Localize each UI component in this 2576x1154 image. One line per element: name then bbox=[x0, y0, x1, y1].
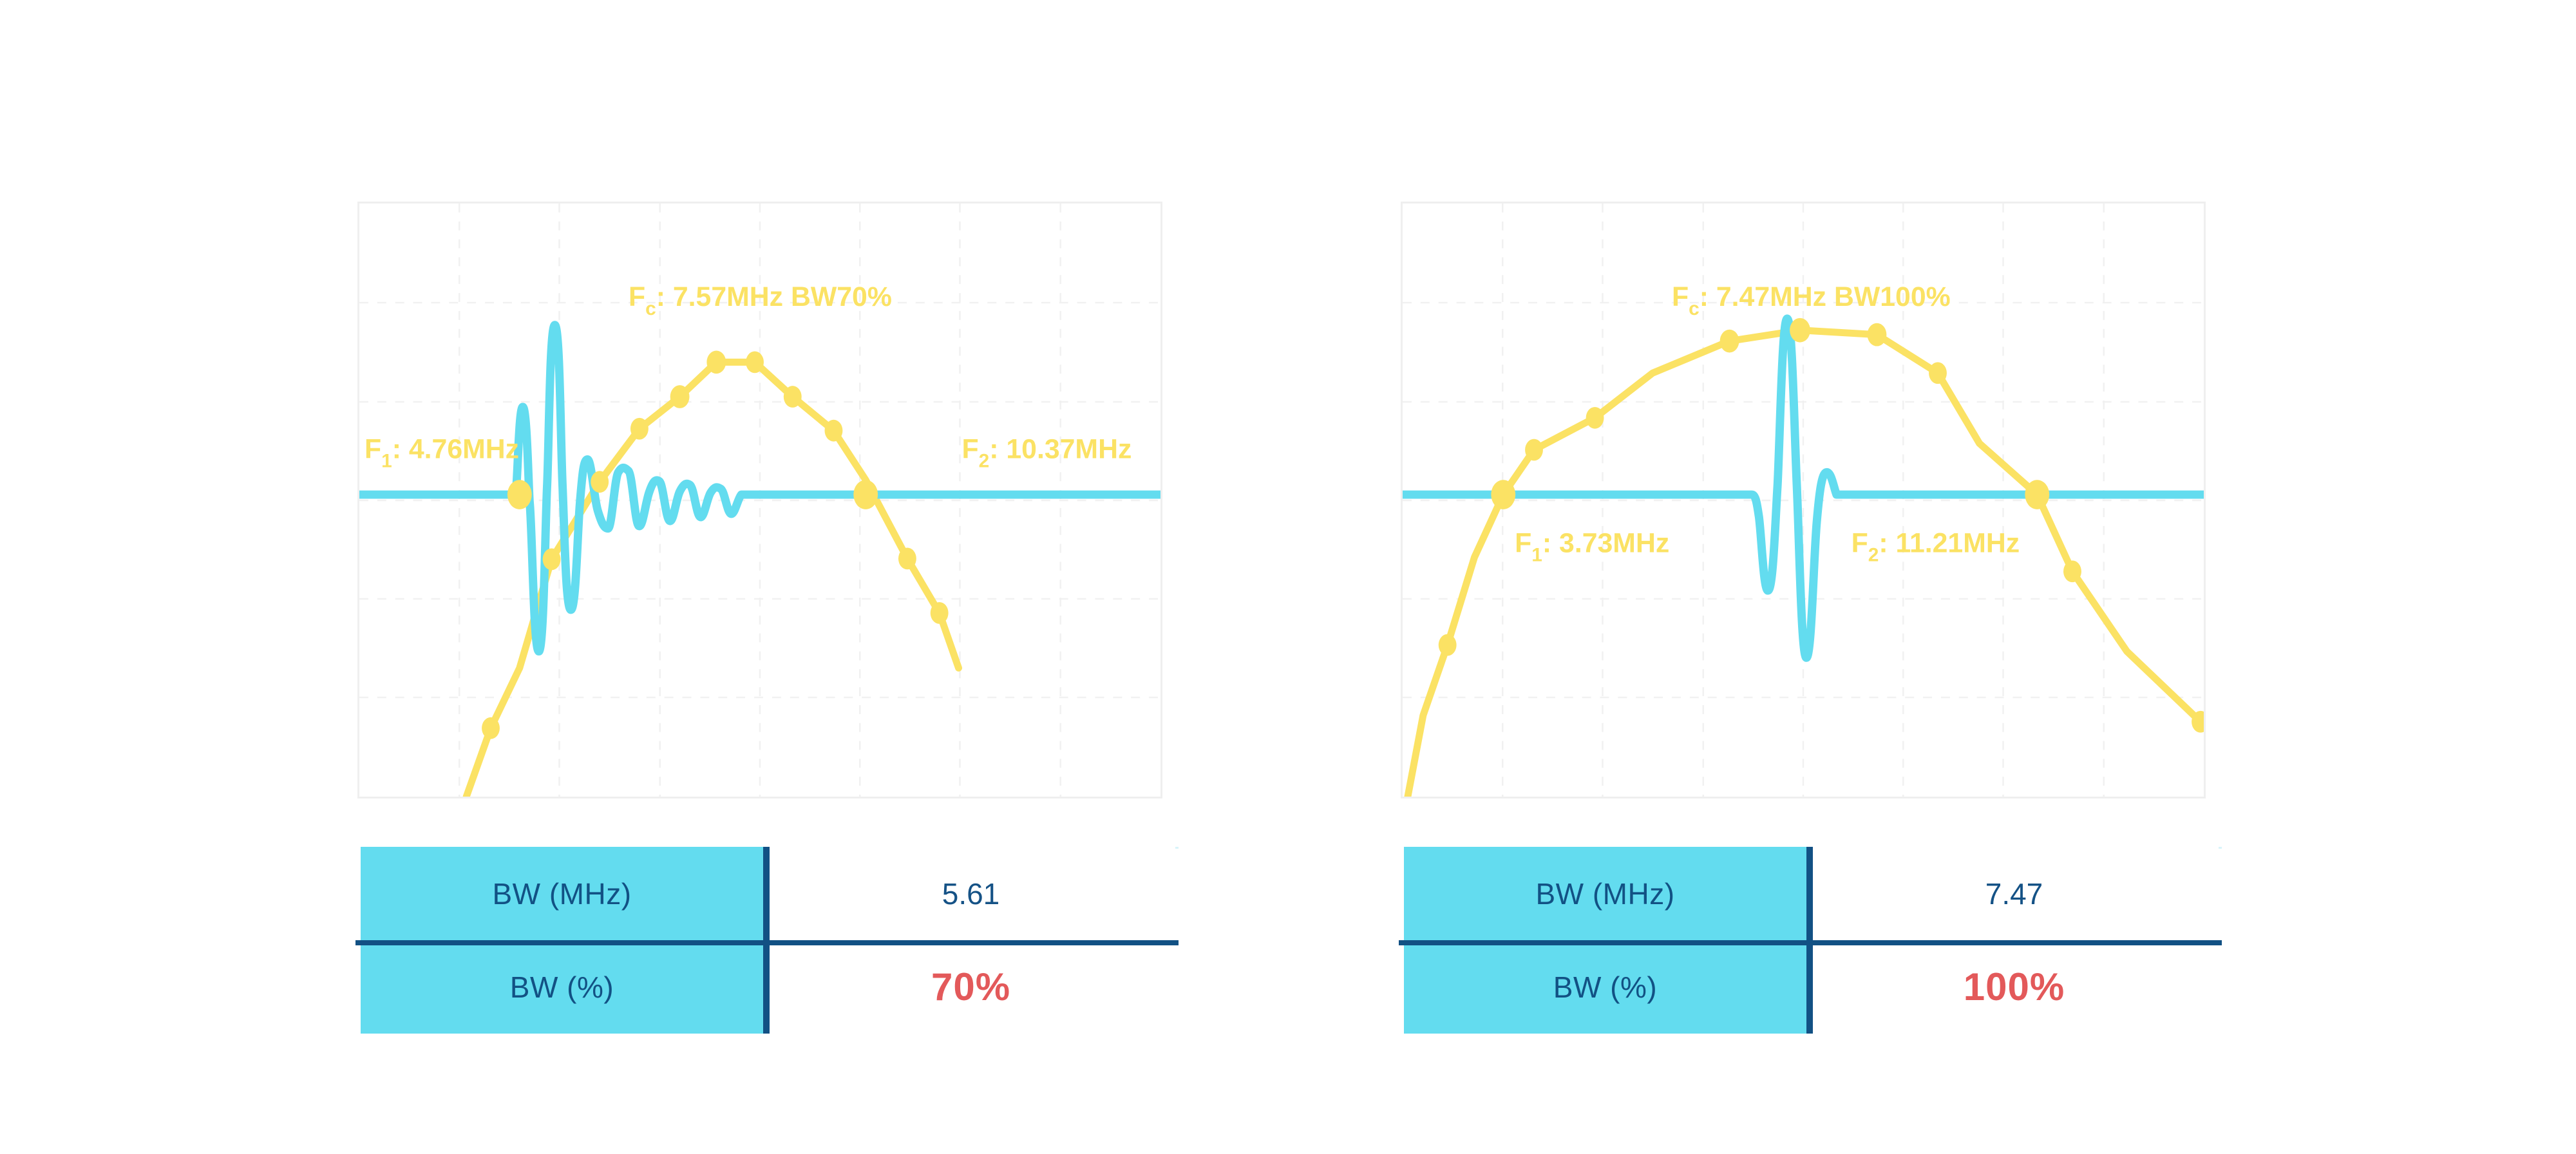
f2-annotation-left: F2: 10.37MHz bbox=[961, 433, 1132, 471]
spectrum-data-points-right bbox=[1438, 317, 2204, 733]
f1-symbol-right: F bbox=[1515, 528, 1531, 559]
bw-pct-value-cell-left: 70% bbox=[766, 940, 1175, 1034]
f2-symbol-left: F bbox=[961, 433, 978, 464]
table-row: BW (MHz) 7.47 bbox=[1404, 847, 2219, 940]
bw-mhz-value-left: 5.61 bbox=[942, 876, 1000, 911]
f2-symbol-right: F bbox=[1852, 528, 1868, 559]
bw-table-left: BW (MHz) 5.61 BW (%) 70% bbox=[355, 847, 1179, 1034]
fc-text-right: : 7.47MHz BW100% bbox=[1700, 281, 1951, 312]
spectrum-plot-right-svg: Fc: 7.47MHz BW100% F1: 3.73MHz F2: 11.21… bbox=[1403, 203, 2204, 797]
bw-mhz-value-right: 7.47 bbox=[1985, 876, 2043, 911]
grid-lines bbox=[359, 203, 1160, 797]
bw-table-right: BW (MHz) 7.47 BW (%) 100% bbox=[1399, 847, 2222, 1034]
bw-pct-label-left: BW (%) bbox=[509, 970, 614, 1004]
waveform-trace-left bbox=[359, 321, 1160, 656]
f1-subscript-left: 1 bbox=[381, 450, 392, 471]
table-row: BW (%) 70% bbox=[361, 940, 1175, 1034]
fc-symbol-left: F bbox=[629, 281, 645, 312]
f1-text-left: : 4.76MHz bbox=[392, 433, 519, 464]
f1-text-right: : 3.73MHz bbox=[1542, 528, 1669, 559]
f2-marker-right bbox=[2025, 480, 2050, 509]
bw-pct-value-cell-right: 100% bbox=[1810, 940, 2219, 1034]
table-middle-rule-right bbox=[1399, 940, 2222, 945]
spectrum-data-points-left bbox=[482, 350, 949, 739]
spectrum-curve-right bbox=[1404, 326, 2204, 797]
f1-annotation-left: F1: 4.76MHz bbox=[365, 433, 519, 471]
fc-annotation-left: Fc: 7.57MHz BW70% bbox=[629, 281, 892, 319]
bw-mhz-value-cell-right: 7.47 bbox=[1810, 847, 2219, 940]
bw-pct-label-cell-left: BW (%) bbox=[361, 940, 766, 1034]
spectrum-plot-left-svg: Fc: 7.57MHz BW70% F1: 4.76MHz F2: 10.37M… bbox=[359, 203, 1160, 797]
f2-marker-left bbox=[853, 480, 878, 509]
table-row: BW (MHz) 5.61 bbox=[361, 847, 1175, 940]
table-row: BW (%) 100% bbox=[1404, 940, 2219, 1034]
f1-symbol-left: F bbox=[365, 433, 381, 464]
f2-subscript-right: 2 bbox=[1868, 544, 1879, 565]
bw-pct-label-right: BW (%) bbox=[1553, 970, 1658, 1004]
fc-annotation-right: Fc: 7.47MHz BW100% bbox=[1672, 281, 1951, 319]
bw-pct-value-left: 70% bbox=[931, 965, 1011, 1008]
table-middle-rule-left bbox=[355, 940, 1179, 945]
bw-pct-value-right: 100% bbox=[1963, 965, 2065, 1008]
f2-text-left: : 10.37MHz bbox=[989, 433, 1132, 464]
f1-marker-right bbox=[1491, 480, 1516, 509]
bw-mhz-label-cell-left: BW (MHz) bbox=[361, 847, 766, 940]
fc-subscript-left: c bbox=[645, 298, 656, 319]
bw-mhz-value-cell-left: 5.61 bbox=[766, 847, 1175, 940]
fc-text-left: : 7.57MHz BW70% bbox=[656, 281, 892, 312]
grid-lines bbox=[1403, 203, 2204, 797]
bw-mhz-label-right: BW (MHz) bbox=[1535, 876, 1675, 911]
waveform-trace-right bbox=[1403, 314, 2204, 662]
f1-annotation-right: F1: 3.73MHz bbox=[1515, 528, 1669, 566]
f2-text-right: : 11.21MHz bbox=[1879, 528, 2020, 559]
spectrum-chart-left: Fc: 7.57MHz BW70% F1: 4.76MHz F2: 10.37M… bbox=[357, 202, 1162, 799]
fc-subscript-right: c bbox=[1689, 298, 1700, 319]
bw-mhz-label-cell-right: BW (MHz) bbox=[1404, 847, 1810, 940]
f2-subscript-left: 2 bbox=[979, 450, 990, 471]
f1-marker-left bbox=[507, 480, 532, 509]
bw-pct-label-cell-right: BW (%) bbox=[1404, 940, 1810, 1034]
f2-annotation-right: F2: 11.21MHz bbox=[1852, 528, 2020, 566]
spectrum-chart-right: Fc: 7.47MHz BW100% F1: 3.73MHz F2: 11.21… bbox=[1401, 202, 2206, 799]
f1-subscript-right: 1 bbox=[1531, 544, 1542, 565]
bw-mhz-label-left: BW (MHz) bbox=[492, 876, 632, 911]
fc-symbol-right: F bbox=[1672, 281, 1689, 312]
